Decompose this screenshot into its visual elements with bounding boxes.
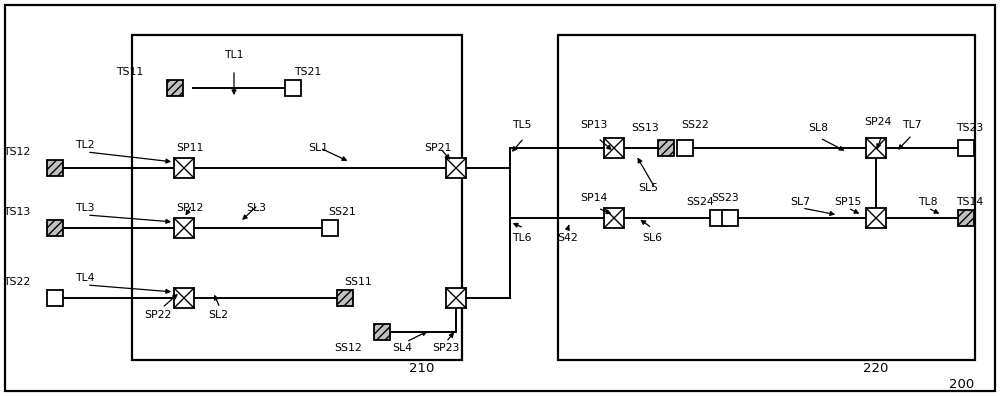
Bar [722,210,738,226]
Bar [47,220,63,236]
Text: TS14: TS14 [956,197,984,207]
Bar [167,80,183,96]
Bar [958,210,974,226]
Text: SL3: SL3 [246,203,266,213]
Bar [958,140,974,156]
Text: SP22: SP22 [144,310,172,320]
Text: TS13: TS13 [3,207,31,217]
Bar [866,208,886,228]
Text: SP23: SP23 [432,343,460,353]
Text: SP14: SP14 [580,193,608,203]
Text: SS23: SS23 [711,193,739,203]
Text: SL7: SL7 [790,197,810,207]
Text: TL2: TL2 [75,140,95,150]
Bar [710,210,726,226]
Text: SL1: SL1 [308,143,328,153]
Text: TL4: TL4 [75,273,95,283]
Text: TL5: TL5 [512,120,532,130]
Text: SS12: SS12 [334,343,362,353]
Bar [322,220,338,236]
Text: SL6: SL6 [642,233,662,243]
Bar [866,138,886,158]
Bar [132,35,462,360]
Text: SP15: SP15 [834,197,862,207]
Bar [174,158,194,178]
Text: TL8: TL8 [918,197,938,207]
Bar [604,138,624,158]
Text: SS22: SS22 [681,120,709,130]
Bar [658,140,674,156]
Text: SL2: SL2 [208,310,228,320]
Text: SP12: SP12 [176,203,204,213]
Text: SP21: SP21 [424,143,452,153]
Text: TS12: TS12 [3,147,31,157]
Text: SL5: SL5 [638,183,658,193]
Bar [604,208,624,228]
Bar [446,288,466,308]
Text: TL3: TL3 [75,203,95,213]
Text: SS11: SS11 [344,277,372,287]
Bar [285,80,301,96]
Text: SS21: SS21 [328,207,356,217]
Text: TS23: TS23 [956,123,984,133]
Text: SL4: SL4 [392,343,412,353]
Text: SS13: SS13 [631,123,659,133]
Text: 210: 210 [409,362,435,375]
Bar [374,324,390,340]
Text: SP11: SP11 [176,143,204,153]
Bar [446,158,466,178]
Text: TS21: TS21 [294,67,322,77]
Text: TL6: TL6 [512,233,532,243]
Text: TL7: TL7 [902,120,922,130]
Text: TS22: TS22 [3,277,31,287]
Text: SP24: SP24 [864,117,892,127]
Text: SS24: SS24 [686,197,714,207]
Text: 200: 200 [949,379,975,392]
Bar [47,160,63,176]
Bar [174,218,194,238]
Bar [677,140,693,156]
Bar [174,288,194,308]
Text: S42: S42 [558,233,578,243]
Text: TS11: TS11 [116,67,144,77]
Text: SL8: SL8 [808,123,828,133]
Text: 220: 220 [863,362,889,375]
Bar [47,290,63,306]
Bar [558,35,975,360]
Text: SP13: SP13 [580,120,608,130]
Bar [337,290,353,306]
Text: TL1: TL1 [224,50,244,60]
